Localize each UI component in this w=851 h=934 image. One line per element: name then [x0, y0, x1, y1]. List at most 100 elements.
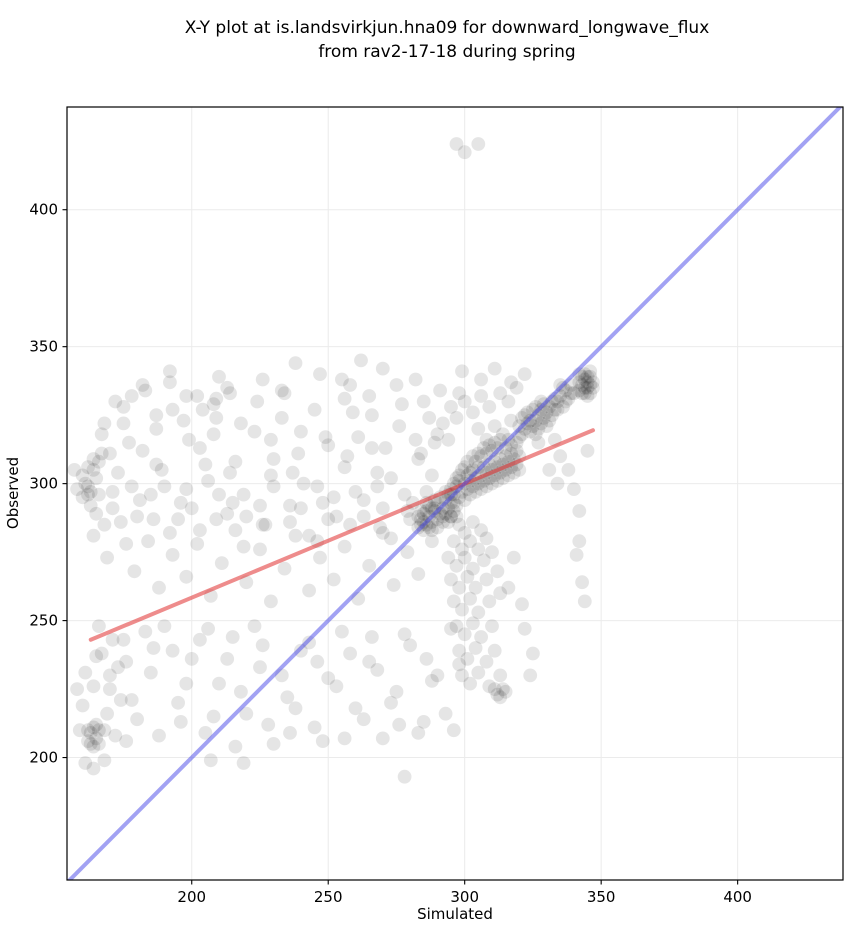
scatter-point: [157, 479, 172, 494]
scatter-point: [485, 619, 499, 633]
scatter-point: [100, 550, 114, 565]
scatter-point: [468, 454, 483, 469]
scatter-point: [250, 394, 265, 409]
scatter-point: [149, 408, 164, 423]
scatter-point: [274, 383, 289, 398]
chart-title-line1: X-Y plot at is.landsvirkjun.hna09 for do…: [185, 18, 710, 38]
scatter-point: [487, 435, 502, 450]
scatter-point: [351, 430, 366, 444]
scatter-point: [133, 493, 147, 507]
scatter-point: [575, 378, 589, 392]
scatter-point: [345, 405, 360, 420]
scatter-point: [86, 739, 101, 754]
y-tick-label: 350: [29, 338, 58, 356]
scatter-point: [283, 515, 297, 529]
scatter-point: [105, 501, 120, 516]
scatter-point: [496, 471, 510, 486]
scatter-point: [501, 468, 516, 483]
scatter-point: [444, 621, 458, 636]
scatter-point: [335, 624, 349, 639]
scatter-point: [386, 578, 401, 592]
scatter-point: [460, 652, 475, 666]
scatter-point: [154, 463, 169, 477]
scatter-point: [321, 671, 336, 685]
scatter-point: [356, 509, 371, 524]
scatter-point: [441, 432, 456, 447]
scatter-point: [214, 556, 229, 570]
y-axis-label: Observed: [4, 457, 22, 529]
scatter-point: [70, 682, 84, 696]
scatter-point: [72, 723, 87, 738]
scatter-point: [365, 408, 379, 423]
scatter-point: [397, 769, 412, 784]
scatter-point: [70, 482, 84, 496]
scatter-point: [441, 550, 456, 565]
scatter-point: [337, 460, 352, 475]
y-tick-label: 400: [29, 201, 58, 219]
scatter-point: [310, 479, 325, 494]
scatter-point: [122, 435, 136, 450]
scatter-point: [157, 619, 172, 633]
scatter-point: [471, 422, 486, 436]
scatter-point: [124, 389, 139, 403]
scatter-point: [506, 550, 521, 565]
scatter-point: [212, 676, 226, 691]
scatter-point: [203, 753, 218, 768]
scatter-point: [411, 726, 426, 740]
scatter-point: [108, 394, 123, 409]
scatter-point: [583, 364, 598, 379]
scatter-point: [455, 463, 469, 477]
scatter-point: [223, 386, 237, 401]
scatter-point: [258, 517, 273, 532]
scatter-point: [498, 684, 513, 699]
scatter-point: [479, 479, 494, 494]
scatter-point: [111, 465, 125, 480]
scatter-point: [425, 523, 439, 538]
scatter-point: [577, 367, 592, 381]
scatter-point: [487, 682, 502, 696]
x-tick-label: 350: [587, 888, 616, 906]
scatter-point: [103, 446, 117, 461]
scatter-point: [471, 605, 486, 620]
scatter-point: [92, 454, 106, 469]
scatter-point: [239, 509, 254, 524]
chart-title-line2: from rav2-17-18 during spring: [318, 42, 575, 62]
identity-line: [67, 107, 843, 880]
scatter-point: [446, 504, 461, 518]
scatter-point: [340, 449, 355, 464]
scatter-point: [463, 487, 477, 502]
scatter-point: [105, 632, 120, 647]
scatter-point: [509, 443, 524, 458]
scatter-point: [496, 682, 510, 696]
scatter-point: [116, 416, 131, 431]
scatter-point: [539, 419, 554, 433]
scatter-point: [466, 616, 480, 631]
scatter-point: [310, 654, 325, 669]
scatter-point: [504, 375, 518, 390]
scatter-point: [184, 501, 199, 516]
scatter-point: [124, 693, 139, 707]
scatter-point: [504, 413, 518, 428]
scatter-point: [482, 400, 497, 414]
scatter-point: [567, 386, 581, 401]
scatter-point: [436, 515, 450, 529]
scatter-point: [365, 630, 379, 644]
scatter-point: [247, 619, 262, 633]
scatter-point: [92, 723, 106, 738]
scatter-point: [89, 717, 104, 732]
x-tick-label: 250: [314, 888, 343, 906]
scatter-point: [67, 463, 82, 477]
scatter-point: [528, 427, 543, 442]
scatter-point: [501, 580, 516, 595]
scatter-point: [545, 408, 559, 423]
scatter-point: [190, 537, 205, 551]
scatter-point: [92, 737, 106, 751]
scatter-point: [452, 517, 467, 532]
scatter-point: [294, 424, 308, 439]
scatter-point: [550, 476, 565, 491]
scatter-point: [466, 449, 480, 464]
scatter-point: [307, 720, 322, 735]
scatter-point: [135, 443, 150, 458]
scatter-point: [444, 400, 458, 414]
scatter-point: [116, 400, 131, 414]
